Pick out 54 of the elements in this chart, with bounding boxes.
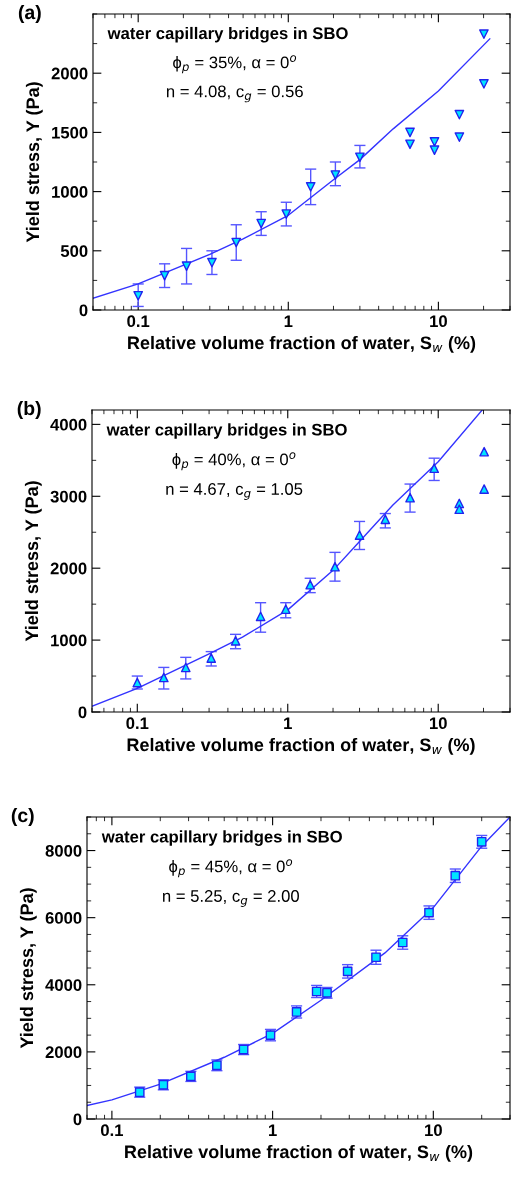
x-tick-label: 10 bbox=[429, 717, 447, 730]
y-tick-label: 0 bbox=[73, 1113, 82, 1126]
x-tick-label: 10 bbox=[430, 315, 447, 328]
y-tick-label: 0 bbox=[78, 706, 87, 719]
point bbox=[354, 530, 365, 540]
annotation: ϕ$_{p}$ = 40%, α = 0$^{o}$ bbox=[172, 452, 296, 471]
annotation: ϕ$_{p}$ = 45%, α = 0$^{o}$ bbox=[169, 859, 293, 878]
y-tick-label: 1000 bbox=[52, 186, 88, 198]
annotation: water capillary bridges in SBO bbox=[106, 423, 347, 439]
x-axis-title: Relative volume fraction of water, S$_{w}$ (%) bbox=[125, 1144, 473, 1162]
y-axis-title: Yield stress, Y (Pa) bbox=[24, 481, 42, 642]
y-axis-title: Yield stress, Y (Pa) bbox=[25, 82, 43, 243]
y-tick-label: 1000 bbox=[51, 634, 87, 647]
y-tick-label: 2000 bbox=[45, 1046, 82, 1059]
point bbox=[230, 635, 241, 646]
point bbox=[280, 604, 291, 615]
y-tick-label: 8000 bbox=[45, 844, 82, 857]
x-tick-label: 1 bbox=[269, 1124, 277, 1136]
point bbox=[158, 672, 169, 683]
y-tick-label: 6000 bbox=[45, 912, 82, 924]
x-tick-label: 1 bbox=[284, 717, 292, 729]
x-tick-label: 0.1 bbox=[126, 717, 149, 730]
point bbox=[405, 492, 415, 503]
x-tick-label: 0.1 bbox=[127, 315, 150, 328]
annotation: n = 5.25, c$_{g}$ = 2.00 bbox=[163, 890, 299, 907]
y-tick-label: 4000 bbox=[50, 418, 87, 431]
annotation: ϕ$_{p}$ = 35%, α = 0$^{o}$ bbox=[173, 55, 297, 74]
x-axis-title: Relative volume fraction of water, S$_{w}$ (%) bbox=[127, 737, 475, 755]
point bbox=[180, 662, 191, 673]
point bbox=[429, 463, 440, 474]
annotation: n = 4.67, c$_{g}$ = 1.05 bbox=[166, 483, 303, 500]
point bbox=[380, 514, 391, 525]
y-tick-label: 2000 bbox=[50, 562, 87, 575]
x-tick-label: 10 bbox=[425, 1124, 442, 1137]
y-tick-label: 0 bbox=[79, 304, 88, 317]
point bbox=[330, 561, 340, 572]
chart-title: (c) bbox=[11, 807, 34, 827]
point bbox=[206, 653, 217, 663]
x-tick-label: 0.1 bbox=[100, 1124, 124, 1137]
y-tick-label: 2000 bbox=[51, 67, 88, 80]
y-tick-label: 500 bbox=[60, 245, 88, 257]
y-tick-label: 3000 bbox=[50, 490, 87, 503]
annotation: water capillary bridges in SBO bbox=[107, 26, 348, 43]
point bbox=[305, 579, 316, 590]
x-tick-label: 1 bbox=[284, 315, 293, 327]
chart-title: (a) bbox=[18, 4, 41, 24]
y-axis-title: Yield stress, Y (Pa) bbox=[19, 888, 37, 1049]
y-tick-label: 4000 bbox=[45, 979, 82, 991]
annotation: water capillary bridges in SBO bbox=[101, 830, 342, 846]
point bbox=[255, 611, 266, 622]
chart-title: (b) bbox=[17, 400, 41, 420]
annotation: n = 4.08, c$_{g}$ = 0.56 bbox=[166, 85, 303, 103]
x-axis-title: Relative volume fraction of water, S$_{w}$ (%) bbox=[128, 335, 476, 353]
y-tick-label: 1500 bbox=[52, 126, 88, 139]
